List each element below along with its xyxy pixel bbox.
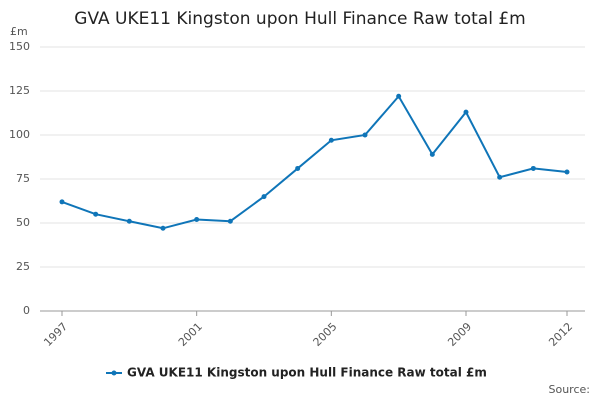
x-tick-label: 2001 <box>176 320 205 349</box>
point <box>463 109 469 115</box>
y-tick-label: 50 <box>16 216 30 229</box>
y-tick-label: 75 <box>16 172 30 185</box>
point <box>396 93 402 99</box>
point <box>126 218 132 224</box>
line <box>61 94 568 230</box>
point <box>328 137 334 143</box>
y-tick-label: 125 <box>9 84 30 97</box>
point <box>362 132 368 138</box>
x-tick-label: 1997 <box>41 320 70 349</box>
legend-label: GVA UKE11 Kingston upon Hull Finance Raw… <box>127 366 487 380</box>
y-tick-label: 0 <box>23 304 30 317</box>
point <box>59 199 65 205</box>
y-tick-label: 150 <box>9 40 30 53</box>
x-tick-label: 2005 <box>311 320 340 349</box>
legend-marker <box>111 370 117 376</box>
point <box>564 169 570 175</box>
x-tick-label: 2012 <box>546 320 575 349</box>
point <box>160 225 166 231</box>
point <box>530 165 536 171</box>
point <box>429 151 435 157</box>
source: Source: <box>549 383 591 396</box>
point <box>194 216 200 222</box>
y-unit: £m <box>10 25 28 38</box>
chart-title: GVA UKE11 Kingston upon Hull Finance Raw… <box>74 9 525 29</box>
point <box>93 211 99 217</box>
point <box>497 174 503 180</box>
point <box>261 194 267 200</box>
y-tick-label: 100 <box>9 128 30 141</box>
y-tick-label: 25 <box>16 260 30 273</box>
point <box>295 165 301 171</box>
point <box>227 218 233 224</box>
x-tick-label: 2009 <box>445 320 474 349</box>
